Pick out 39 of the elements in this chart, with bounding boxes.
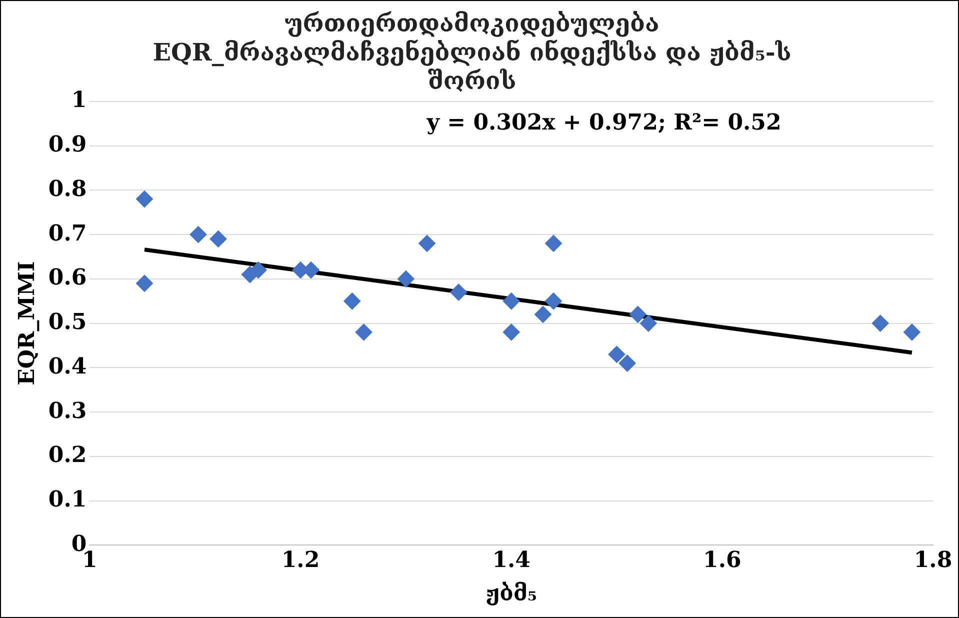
point <box>136 274 153 292</box>
point <box>397 270 414 288</box>
point <box>502 324 520 341</box>
point <box>355 324 372 341</box>
point <box>418 234 436 252</box>
y-tick-label: 0.6 <box>48 264 87 291</box>
point <box>250 262 267 279</box>
y-tick-label: 0.9 <box>48 132 87 158</box>
point <box>210 230 227 248</box>
y-tick-label: 0.5 <box>48 309 87 336</box>
x-tick-label: 1.4 <box>492 547 530 574</box>
x-axis-title: ჟბმ₅ <box>486 580 538 607</box>
point <box>136 190 153 208</box>
y-axis-title: EQR_MMI <box>14 261 40 386</box>
y-tick-label: 0.2 <box>48 442 87 468</box>
point <box>903 324 920 341</box>
y-tick-label: 0.1 <box>48 486 87 513</box>
x-tick-label: 1.8 <box>914 547 952 574</box>
y-tick-label: 0.3 <box>48 398 87 424</box>
point <box>545 234 562 252</box>
point <box>608 346 626 363</box>
point <box>872 314 889 332</box>
point <box>190 226 207 244</box>
point <box>344 292 361 310</box>
point <box>545 292 562 310</box>
point <box>534 306 552 323</box>
y-tick-label: 0.7 <box>48 220 87 246</box>
point <box>629 306 646 323</box>
point <box>502 292 520 310</box>
point <box>450 284 468 301</box>
y-tick-label: 0.8 <box>48 176 87 202</box>
point <box>640 314 657 332</box>
point <box>618 354 636 372</box>
x-tick-label: 1.2 <box>281 547 320 574</box>
annotation: y = 0.302x + 0.972; R²= 0.52 <box>426 109 782 136</box>
chart-title: ურთიერთდამოკიდებულება EQR_მრავალმაჩვენებლიან ინდექსსა და ჟბმ₅-ს შორის <box>152 8 792 96</box>
x-tick-label: 1.6 <box>703 547 742 574</box>
y-tick-label: 0.4 <box>48 353 87 380</box>
y-tick-label: 1 <box>71 87 87 114</box>
